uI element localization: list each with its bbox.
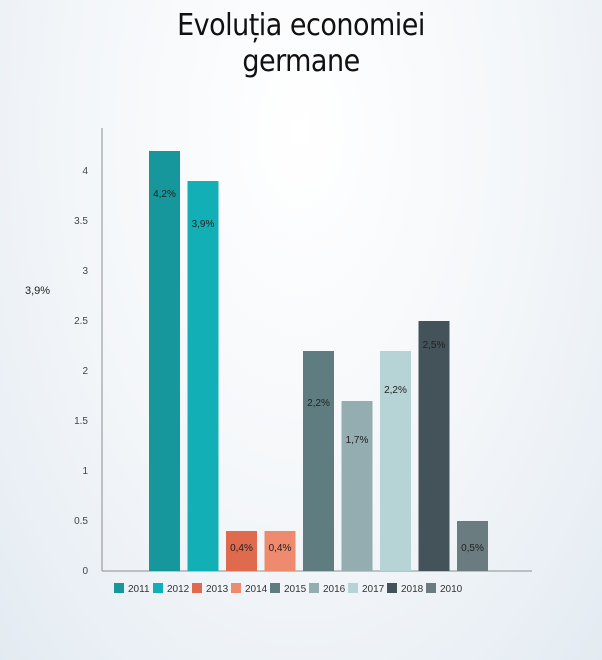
- y-tick-label: 2: [82, 366, 88, 377]
- chart-title: Evoluția economiei germane: [0, 8, 602, 80]
- data-label-2016: 1,7%: [346, 435, 369, 446]
- bar-2015: [303, 351, 334, 571]
- legend-label-2015: 2015: [284, 584, 307, 595]
- bar-2016: [341, 401, 373, 571]
- y-tick-label: 4: [82, 166, 88, 177]
- legend-swatch-2013: [192, 583, 202, 593]
- data-label-2013: 0,4%: [230, 543, 253, 554]
- y-tick-label: 0.5: [74, 516, 88, 527]
- legend-swatch-2017: [348, 583, 358, 593]
- legend-swatch-2016: [309, 583, 319, 593]
- legend-swatch-2010: [426, 583, 436, 593]
- side-note-label: 3,9%: [25, 285, 51, 297]
- legend-label-2014: 2014: [245, 584, 268, 595]
- legend-swatch-2018: [387, 583, 397, 593]
- y-tick-label: 1.5: [74, 416, 88, 427]
- data-label-2012: 3,9%: [192, 219, 215, 230]
- data-label-2018: 2,5%: [423, 340, 446, 351]
- chart-title-line1: Evoluția economiei: [177, 8, 425, 43]
- bar-2018: [418, 321, 450, 571]
- data-label-2010: 0,5%: [461, 543, 484, 554]
- y-tick-label: 3: [82, 266, 88, 277]
- bar-2012: [187, 181, 219, 571]
- bar-2013: [226, 531, 257, 571]
- bar-2017: [380, 351, 411, 571]
- legend-swatch-2012: [153, 583, 163, 593]
- y-tick-label: 2.5: [74, 316, 88, 327]
- legend-label-2013: 2013: [206, 584, 229, 595]
- legend-label-2010: 2010: [440, 584, 463, 595]
- legend-label-2011: 2011: [128, 584, 150, 595]
- bar-2014: [264, 531, 296, 571]
- data-label-2017: 2,2%: [384, 385, 407, 396]
- y-tick-label: 0: [82, 566, 88, 577]
- y-tick-label: 1: [82, 466, 88, 477]
- legend-swatch-2014: [231, 583, 241, 593]
- chart-title-line2: germane: [242, 44, 360, 79]
- bar-2011: [149, 151, 180, 571]
- legend-label-2017: 2017: [362, 584, 385, 595]
- legend-swatch-2015: [270, 583, 280, 593]
- data-label-2015: 2,2%: [307, 398, 330, 409]
- legend-label-2018: 2018: [401, 584, 424, 595]
- y-tick-label: 3.5: [74, 216, 88, 227]
- legend-label-2012: 2012: [167, 584, 190, 595]
- data-label-2014: 0,4%: [269, 543, 292, 554]
- legend-label-2016: 2016: [323, 584, 346, 595]
- data-label-2011: 4,2%: [153, 189, 176, 200]
- legend-swatch-2011: [114, 583, 124, 593]
- bar-2010: [457, 521, 488, 571]
